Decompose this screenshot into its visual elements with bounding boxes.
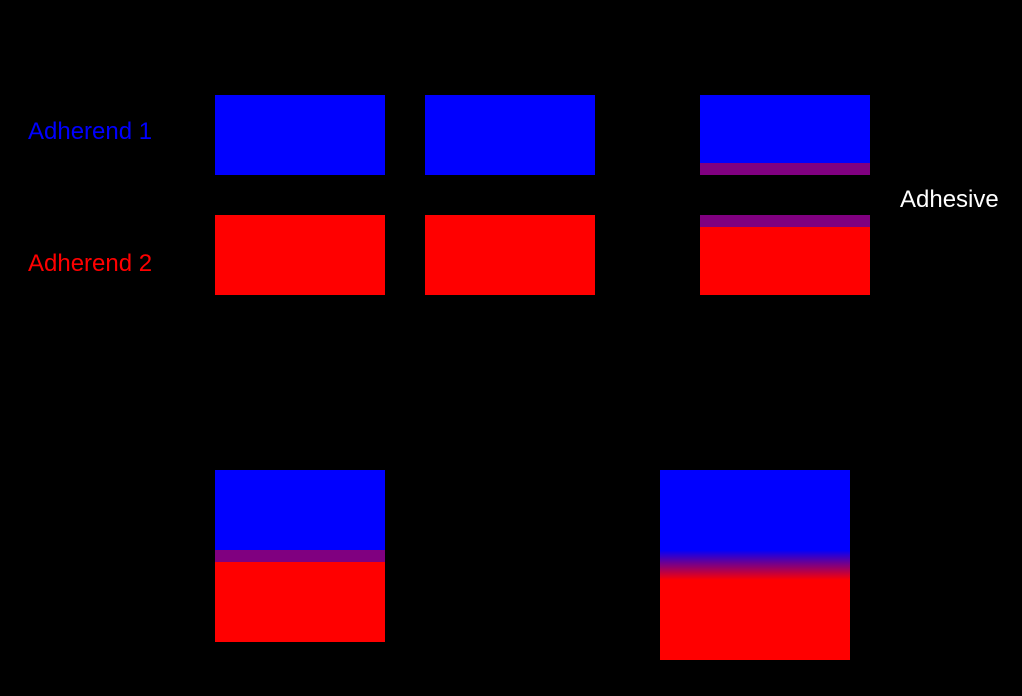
bonded-right-gradient [660, 470, 850, 660]
label-adhesive: Adhesive [900, 186, 999, 214]
label-adherend-1: Adherend 1 [28, 118, 152, 146]
bonded-left-adhesive [215, 550, 385, 562]
colA-adherend-1 [215, 95, 385, 175]
colB-adherend-2 [425, 215, 595, 295]
colB-adherend-1 [425, 95, 595, 175]
colC-adherend-2 [700, 227, 870, 295]
colC-adhesive-lower [700, 215, 870, 227]
colC-adhesive-upper [700, 163, 870, 175]
label-adherend-2: Adherend 2 [28, 250, 152, 278]
bonded-left-adherend-1 [215, 470, 385, 550]
colC-adherend-1 [700, 95, 870, 163]
colA-adherend-2 [215, 215, 385, 295]
bonded-left-adherend-2 [215, 562, 385, 642]
